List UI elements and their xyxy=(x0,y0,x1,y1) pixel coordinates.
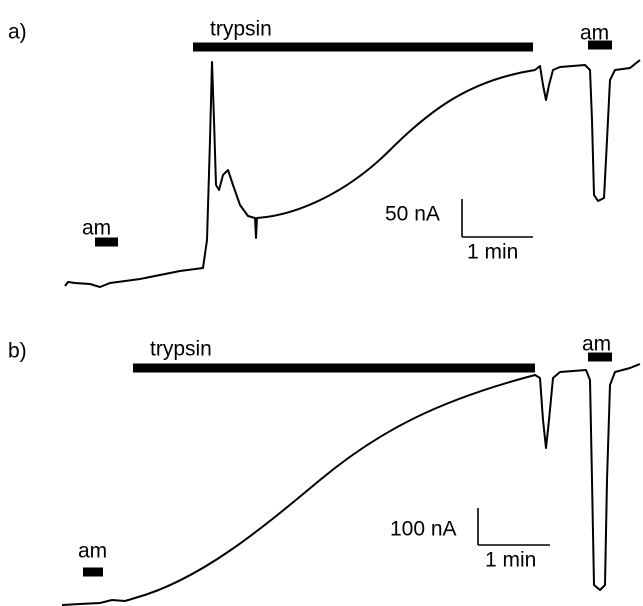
current-trace xyxy=(64,59,641,288)
panel-b: b) trypsin am am 100 nA 1 min xyxy=(8,333,641,606)
agonist-label: am xyxy=(580,22,609,45)
agonist-label: am xyxy=(582,333,611,356)
drug-label: trypsin xyxy=(210,18,272,41)
panel-a: a) trypsin am am 50 nA 1 min xyxy=(8,18,641,288)
scale-y-label: 50 nA xyxy=(385,203,440,226)
panel-label: b) xyxy=(8,340,27,363)
scale-y-label: 100 nA xyxy=(390,518,457,541)
scale-x-label: 1 min xyxy=(485,549,536,572)
scale-x-label: 1 min xyxy=(467,241,518,264)
agonist-label: am xyxy=(78,540,107,563)
current-trace xyxy=(61,363,641,606)
drug-label: trypsin xyxy=(150,338,212,361)
panel-label: a) xyxy=(8,21,27,44)
agonist-label: am xyxy=(82,217,111,240)
